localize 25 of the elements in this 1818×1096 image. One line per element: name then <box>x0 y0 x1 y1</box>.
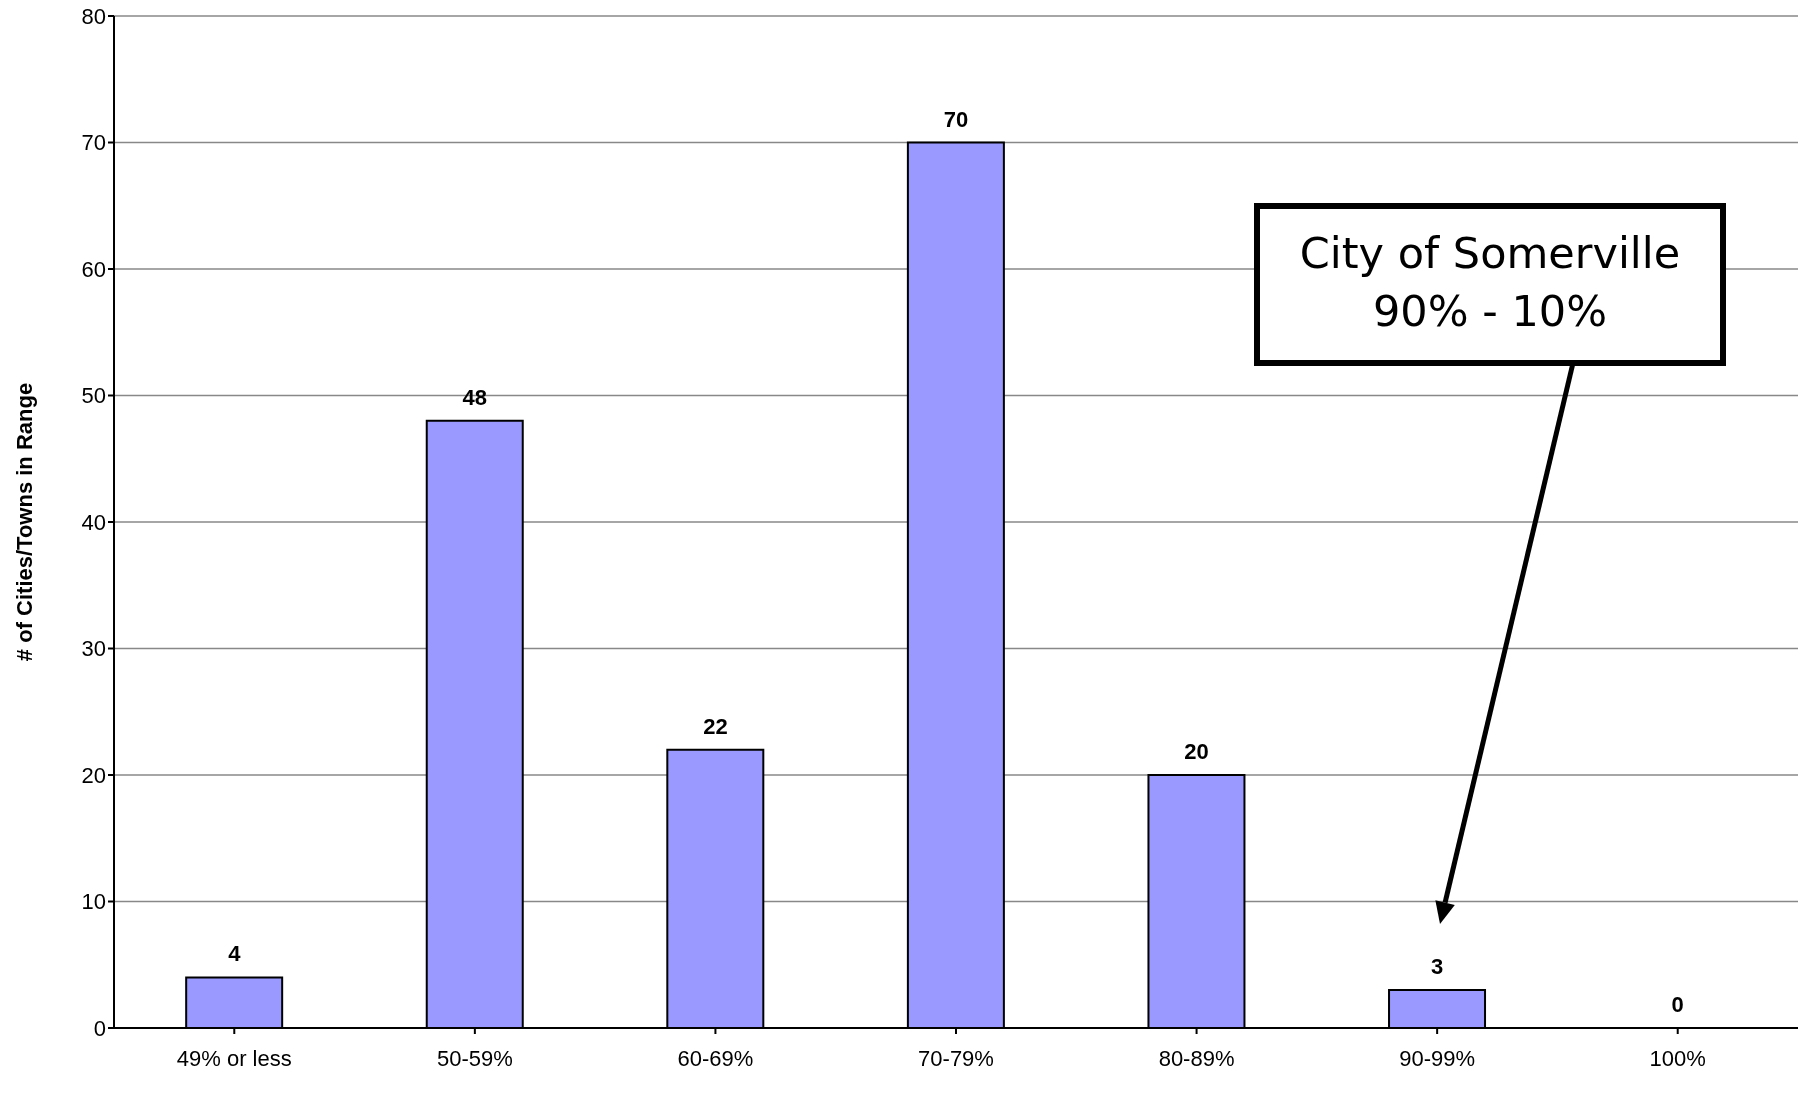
y-tick-label: 10 <box>81 889 106 915</box>
y-tick-label: 20 <box>81 762 106 788</box>
y-tick-label: 50 <box>81 383 106 409</box>
y-tick-label: 80 <box>81 3 106 29</box>
y-tick-label: 0 <box>93 1015 106 1041</box>
x-tick-label: 49% or less <box>176 1045 292 1071</box>
data-label: 22 <box>703 713 728 739</box>
annotation: City of Somerville 90% - 10% <box>1299 228 1681 336</box>
data-label: 4 <box>228 941 242 967</box>
data-label: 0 <box>1671 992 1684 1017</box>
y-tick-label: 30 <box>81 636 106 662</box>
x-tick-label: 50-59% <box>436 1045 513 1071</box>
data-label: 70 <box>943 106 969 132</box>
y-axis-title: # of Cities/Towns in Range <box>11 382 37 662</box>
y-tick-label: 70 <box>81 130 106 156</box>
x-tick-label: 60-69% <box>677 1045 754 1071</box>
data-label: 48 <box>462 384 488 410</box>
x-tick-label: 80-89% <box>1158 1045 1235 1071</box>
x-tick-label: 100% <box>1649 1045 1706 1071</box>
y-tick-label: 40 <box>81 509 106 535</box>
y-tick-label: 60 <box>81 256 106 282</box>
data-label: 3 <box>1431 954 1444 980</box>
x-tick-label: 70-79% <box>918 1045 994 1071</box>
data-label: 20 <box>1184 739 1209 764</box>
x-tick-label: 90-99% <box>1399 1045 1476 1071</box>
